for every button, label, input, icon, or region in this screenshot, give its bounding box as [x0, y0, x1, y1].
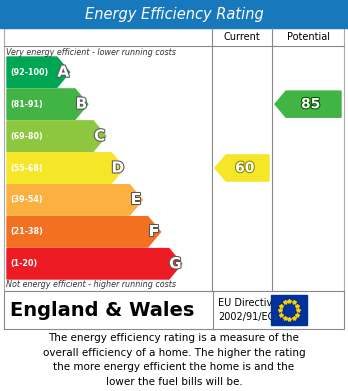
- Text: (55-68): (55-68): [10, 163, 43, 172]
- Text: The energy efficiency rating is a measure of the
overall efficiency of a home. T: The energy efficiency rating is a measur…: [43, 333, 305, 387]
- Text: B: B: [76, 97, 87, 112]
- Text: 85: 85: [301, 97, 321, 111]
- Text: E: E: [131, 192, 141, 208]
- Bar: [4, 28, 344, 291]
- Polygon shape: [7, 249, 182, 279]
- Polygon shape: [7, 153, 124, 183]
- Text: G: G: [169, 256, 182, 271]
- Text: (69-80): (69-80): [10, 131, 43, 141]
- Text: Energy Efficiency Rating: Energy Efficiency Rating: [85, 7, 263, 22]
- Text: A: A: [57, 65, 69, 80]
- Text: C: C: [94, 129, 105, 143]
- Text: (21-38): (21-38): [10, 227, 43, 236]
- Text: 60: 60: [235, 161, 254, 175]
- Polygon shape: [275, 91, 341, 117]
- Bar: [271, 295, 307, 325]
- Polygon shape: [215, 155, 269, 181]
- Text: Potential: Potential: [286, 32, 330, 42]
- Bar: [4, 291, 344, 329]
- Polygon shape: [7, 57, 70, 88]
- Bar: [0, 0, 348, 28]
- Text: G: G: [169, 256, 182, 271]
- Text: D: D: [111, 160, 124, 176]
- Text: (1-20): (1-20): [10, 259, 37, 268]
- Polygon shape: [7, 89, 88, 119]
- Text: A: A: [57, 65, 69, 80]
- Text: Current: Current: [224, 32, 260, 42]
- Polygon shape: [7, 217, 160, 247]
- Polygon shape: [7, 121, 106, 151]
- Text: Very energy efficient - lower running costs: Very energy efficient - lower running co…: [6, 48, 176, 57]
- Text: D: D: [111, 160, 124, 176]
- Text: (39-54): (39-54): [10, 196, 42, 204]
- Text: E: E: [131, 192, 141, 208]
- Text: England & Wales: England & Wales: [10, 301, 195, 319]
- Text: C: C: [94, 129, 105, 143]
- Text: (92-100): (92-100): [10, 68, 48, 77]
- Text: EU Directive
2002/91/EC: EU Directive 2002/91/EC: [218, 298, 278, 322]
- Text: B: B: [76, 97, 87, 112]
- Text: Not energy efficient - higher running costs: Not energy efficient - higher running co…: [6, 280, 176, 289]
- Text: F: F: [149, 224, 159, 239]
- Polygon shape: [7, 185, 142, 215]
- Text: (81-91): (81-91): [10, 100, 43, 109]
- Text: F: F: [149, 224, 159, 239]
